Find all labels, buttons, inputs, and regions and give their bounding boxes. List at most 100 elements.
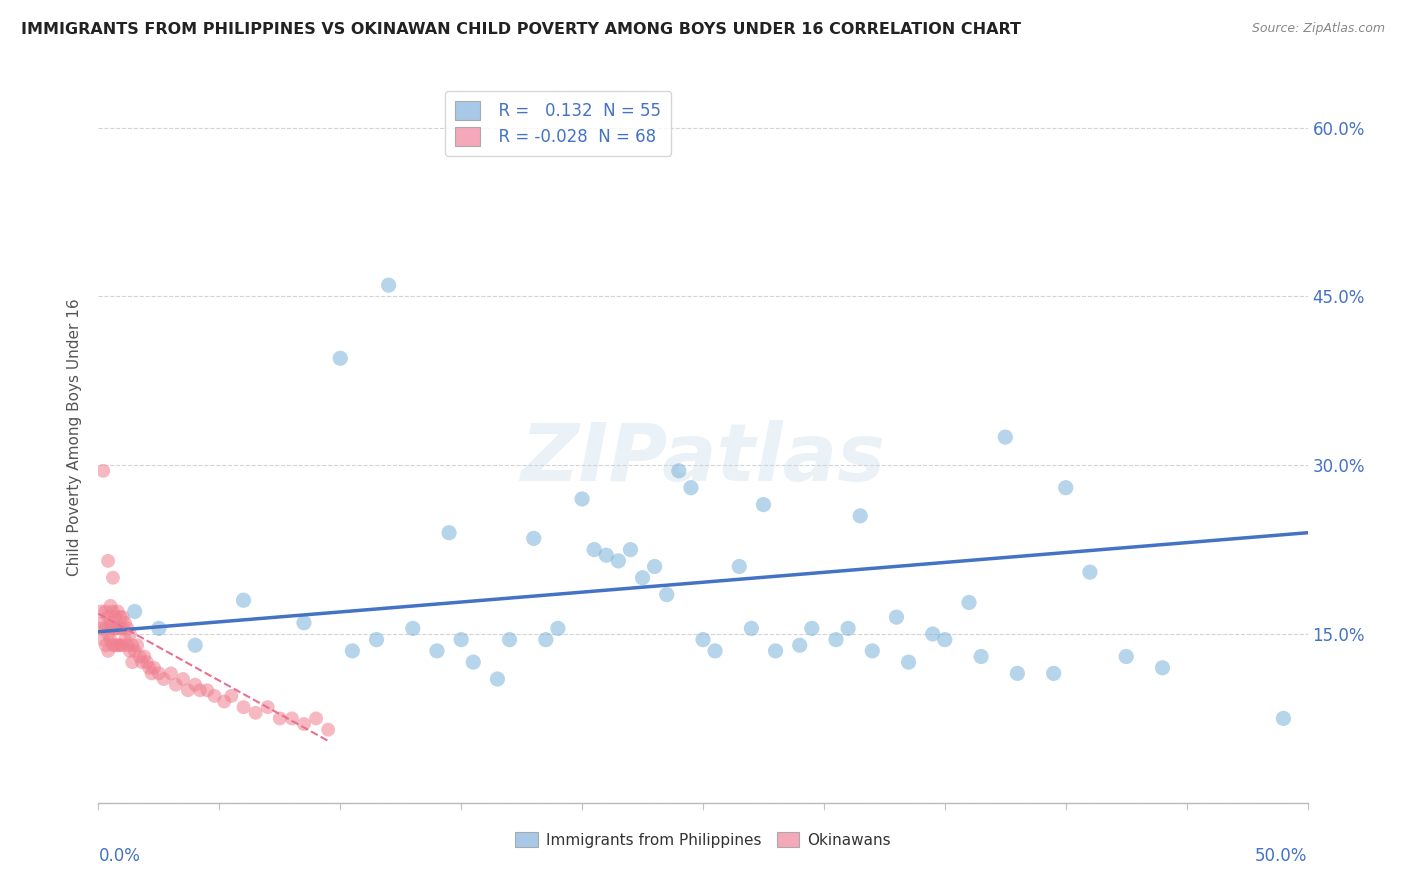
Point: [571, 491, 593, 506]
Point: [221, 689, 243, 703]
Point: [583, 542, 606, 557]
Point: [118, 627, 141, 641]
Point: [97, 554, 120, 568]
Point: [837, 621, 859, 635]
Point: [547, 621, 569, 635]
Point: [94, 621, 117, 635]
Point: [91, 615, 114, 630]
Point: [100, 632, 122, 647]
Point: [426, 644, 449, 658]
Point: [101, 571, 124, 585]
Point: [134, 649, 156, 664]
Point: [281, 711, 304, 725]
Point: [121, 655, 143, 669]
Text: Source: ZipAtlas.com: Source: ZipAtlas.com: [1251, 22, 1385, 36]
Point: [607, 554, 630, 568]
Point: [104, 621, 127, 635]
Point: [100, 599, 122, 613]
Point: [101, 621, 124, 635]
Point: [108, 638, 131, 652]
Point: [1054, 481, 1077, 495]
Point: [329, 351, 352, 366]
Point: [366, 632, 388, 647]
Point: [619, 542, 641, 557]
Point: [108, 610, 131, 624]
Point: [100, 615, 122, 630]
Point: [655, 588, 678, 602]
Point: [957, 595, 980, 609]
Point: [668, 464, 690, 478]
Point: [232, 700, 254, 714]
Point: [800, 621, 823, 635]
Point: [204, 689, 226, 703]
Point: [135, 655, 157, 669]
Point: [486, 672, 509, 686]
Point: [104, 638, 127, 652]
Point: [94, 638, 117, 652]
Point: [789, 638, 811, 652]
Point: [886, 610, 908, 624]
Point: [91, 464, 114, 478]
Point: [117, 621, 139, 635]
Point: [728, 559, 751, 574]
Point: [860, 644, 883, 658]
Point: [692, 632, 714, 647]
Point: [849, 508, 872, 523]
Point: [188, 683, 211, 698]
Point: [148, 621, 170, 635]
Point: [131, 655, 153, 669]
Text: IMMIGRANTS FROM PHILIPPINES VS OKINAWAN CHILD POVERTY AMONG BOYS UNDER 16 CORREL: IMMIGRANTS FROM PHILIPPINES VS OKINAWAN …: [21, 22, 1021, 37]
Point: [148, 666, 170, 681]
Point: [1078, 565, 1101, 579]
Point: [114, 615, 136, 630]
Point: [1042, 666, 1064, 681]
Text: 50.0%: 50.0%: [1256, 847, 1308, 864]
Point: [232, 593, 254, 607]
Point: [107, 605, 129, 619]
Point: [377, 278, 399, 293]
Point: [97, 627, 120, 641]
Point: [740, 621, 762, 635]
Point: [595, 548, 617, 562]
Point: [402, 621, 425, 635]
Point: [128, 649, 150, 664]
Point: [245, 706, 267, 720]
Text: 0.0%: 0.0%: [98, 847, 141, 864]
Point: [121, 638, 143, 652]
Point: [825, 632, 848, 647]
Point: [292, 717, 315, 731]
Point: [138, 661, 160, 675]
Point: [160, 666, 183, 681]
Point: [534, 632, 557, 647]
Point: [679, 481, 702, 495]
Point: [177, 683, 200, 698]
Point: [165, 678, 187, 692]
Point: [644, 559, 666, 574]
Y-axis label: Child Poverty Among Boys Under 16: Child Poverty Among Boys Under 16: [67, 298, 83, 576]
Point: [127, 638, 149, 652]
Point: [152, 672, 174, 686]
Point: [765, 644, 787, 658]
Point: [342, 644, 364, 658]
Point: [1152, 661, 1174, 675]
Point: [212, 694, 235, 708]
Point: [269, 711, 291, 725]
Text: ZIPatlas: ZIPatlas: [520, 420, 886, 498]
Point: [1272, 711, 1295, 725]
Point: [305, 711, 328, 725]
Point: [91, 632, 114, 647]
Point: [97, 610, 120, 624]
Legend: Immigrants from Philippines, Okinawans: Immigrants from Philippines, Okinawans: [509, 825, 897, 854]
Point: [463, 655, 485, 669]
Point: [104, 610, 127, 624]
Point: [94, 605, 117, 619]
Point: [101, 638, 124, 652]
Point: [195, 683, 218, 698]
Point: [256, 700, 278, 714]
Point: [124, 605, 146, 619]
Point: [141, 666, 163, 681]
Point: [704, 644, 727, 658]
Point: [752, 498, 775, 512]
Point: [934, 632, 956, 647]
Point: [184, 678, 207, 692]
